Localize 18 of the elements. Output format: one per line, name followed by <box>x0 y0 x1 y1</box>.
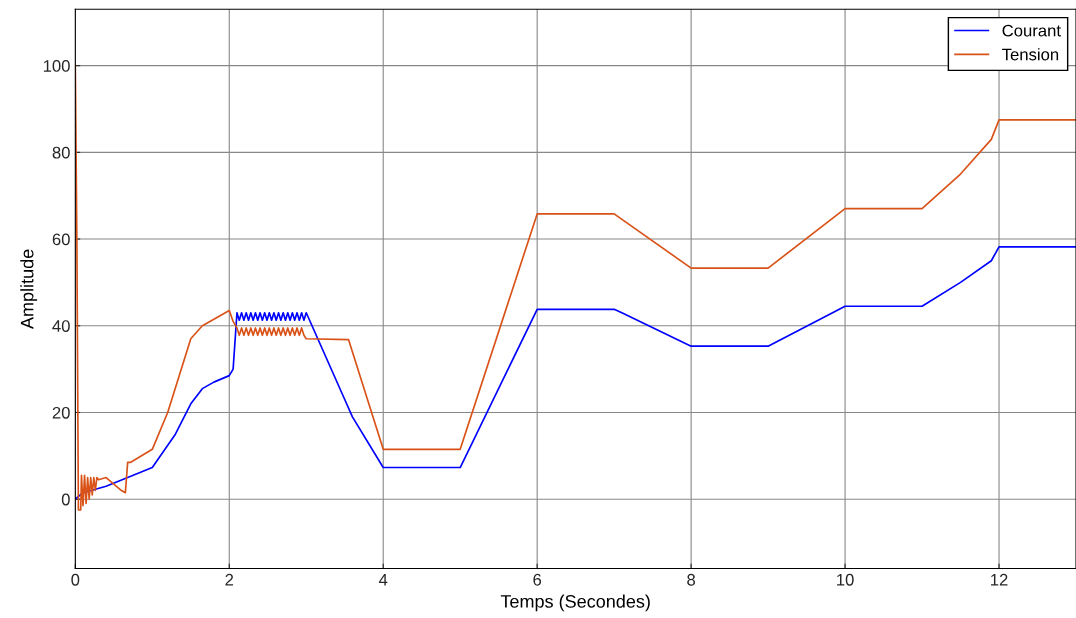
x-tick-label: 6 <box>533 573 542 586</box>
x-axis-title: Temps (Secondes) <box>500 594 650 612</box>
y-tick-label: 80 <box>52 146 70 159</box>
y-axis-title: Amplitude <box>20 249 38 330</box>
x-tick-label: 10 <box>837 573 854 586</box>
legend-label: Courant <box>1002 24 1061 37</box>
x-tick-label: 12 <box>991 573 1008 586</box>
y-tick-label: 60 <box>52 233 70 246</box>
x-tick-label: 8 <box>687 573 696 586</box>
y-tick-label: 40 <box>52 320 70 332</box>
line-series <box>75 246 1076 501</box>
y-tick-label: 20 <box>52 406 70 419</box>
y-tick-label: 0 <box>61 493 70 506</box>
x-tick-label: 0 <box>71 573 80 586</box>
x-tick-label: 2 <box>225 573 234 586</box>
y-tick-label: 100 <box>43 60 70 72</box>
legend-label: Tension <box>1002 48 1059 61</box>
x-tick-label: 4 <box>378 574 388 586</box>
